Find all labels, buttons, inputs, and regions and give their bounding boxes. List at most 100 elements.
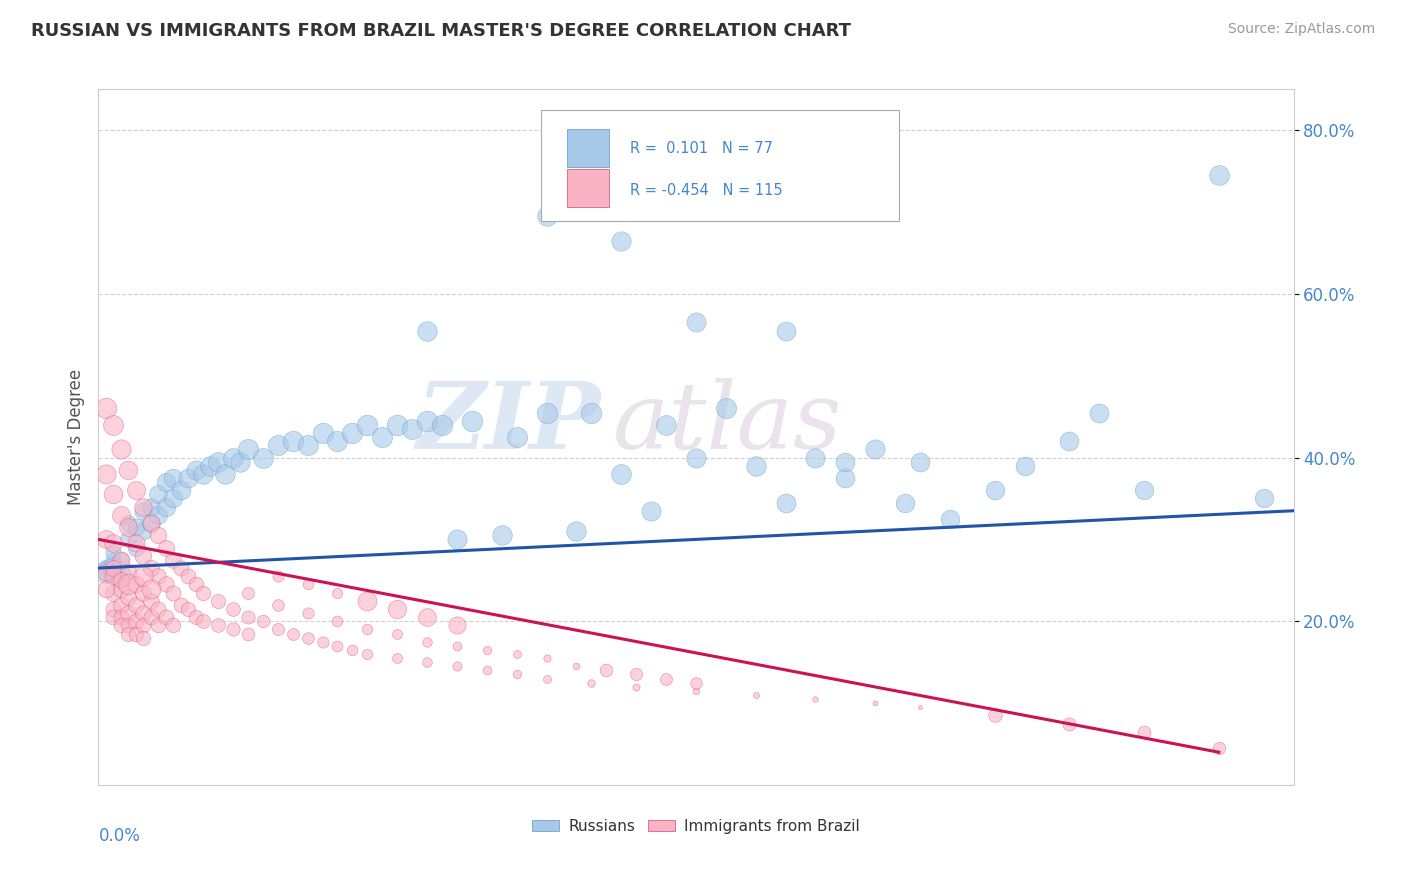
Point [103, 417, 125, 432]
Point [110, 582, 132, 596]
Point [236, 626, 259, 640]
Point [685, 450, 707, 465]
Point [110, 442, 132, 457]
Point [565, 659, 588, 673]
Point [356, 594, 378, 608]
Y-axis label: Master's Degree: Master's Degree [66, 369, 84, 505]
Point [446, 533, 468, 547]
Point [1014, 458, 1036, 473]
Point [155, 577, 177, 591]
Point [117, 565, 139, 579]
Legend: Russians, Immigrants from Brazil: Russians, Immigrants from Brazil [526, 813, 866, 840]
Point [103, 585, 125, 599]
Point [685, 675, 707, 690]
Point [655, 417, 678, 432]
Point [640, 504, 662, 518]
Point [177, 569, 200, 583]
Text: atlas: atlas [613, 378, 842, 468]
Point [169, 483, 191, 498]
Point [139, 516, 162, 530]
Point [446, 639, 468, 653]
Point [110, 553, 132, 567]
Point [536, 651, 558, 665]
FancyBboxPatch shape [567, 128, 609, 167]
Point [117, 606, 139, 620]
Point [416, 655, 439, 669]
Point [236, 585, 259, 599]
Point [132, 585, 155, 599]
Point [385, 651, 409, 665]
Point [117, 618, 139, 632]
Point [536, 209, 558, 223]
Point [908, 455, 931, 469]
Point [132, 569, 155, 583]
Point [103, 553, 125, 567]
Point [1253, 491, 1275, 506]
Point [297, 438, 319, 452]
Point [326, 639, 349, 653]
Point [139, 582, 162, 596]
Point [446, 659, 468, 673]
Point [236, 610, 259, 624]
Point [252, 614, 274, 628]
Point [148, 508, 170, 522]
Point [356, 417, 378, 432]
Point [581, 675, 603, 690]
Point [475, 664, 498, 678]
Point [148, 487, 170, 501]
Point [125, 598, 148, 612]
Point [475, 643, 498, 657]
Point [416, 414, 439, 428]
Point [94, 467, 117, 481]
Point [565, 524, 588, 539]
Point [94, 565, 117, 579]
Point [117, 520, 139, 534]
Point [191, 585, 214, 599]
Point [1208, 168, 1230, 182]
Text: RUSSIAN VS IMMIGRANTS FROM BRAZIL MASTER'S DEGREE CORRELATION CHART: RUSSIAN VS IMMIGRANTS FROM BRAZIL MASTER… [31, 22, 851, 40]
Point [595, 664, 617, 678]
Point [110, 569, 132, 583]
Point [110, 598, 132, 612]
Point [162, 491, 184, 506]
Point [117, 590, 139, 604]
Point [610, 234, 633, 248]
Point [326, 614, 349, 628]
Point [626, 680, 648, 694]
Point [110, 618, 132, 632]
Point [132, 524, 155, 539]
Point [103, 561, 125, 575]
Point [939, 512, 962, 526]
Point [110, 610, 132, 624]
Point [506, 667, 529, 681]
Point [207, 594, 229, 608]
Point [267, 438, 290, 452]
Point [191, 614, 214, 628]
Point [356, 647, 378, 661]
Point [117, 516, 139, 530]
Point [1208, 741, 1230, 756]
Point [416, 610, 439, 624]
Point [103, 610, 125, 624]
Text: 0.0%: 0.0% [98, 827, 141, 845]
Point [804, 692, 827, 706]
Point [125, 577, 148, 591]
Text: R =  0.101   N = 77: R = 0.101 N = 77 [630, 141, 773, 156]
Point [297, 606, 319, 620]
Point [139, 561, 162, 575]
Point [162, 618, 184, 632]
Point [110, 553, 132, 567]
Point [311, 425, 333, 440]
Point [1133, 483, 1156, 498]
Point [103, 569, 125, 583]
Point [139, 594, 162, 608]
Point [117, 533, 139, 547]
Point [342, 643, 364, 657]
Point [834, 471, 856, 485]
Point [1059, 434, 1081, 449]
Point [506, 430, 529, 444]
Point [446, 618, 468, 632]
Point [94, 561, 117, 575]
Point [326, 585, 349, 599]
Point [155, 475, 177, 489]
